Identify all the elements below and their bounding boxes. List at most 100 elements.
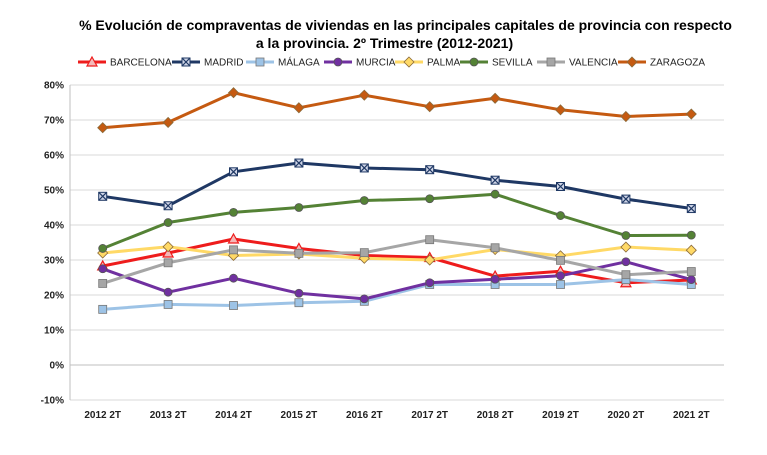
series-line-valencia xyxy=(102,238,692,285)
data-point-barcelona xyxy=(162,246,175,258)
data-point-mlaga xyxy=(229,301,238,310)
data-point-valencia xyxy=(98,279,108,288)
series-line-sevilla xyxy=(102,192,692,250)
data-point-zaragoza xyxy=(554,104,567,116)
legend-label-barcelona: BARCELONA xyxy=(110,58,172,69)
data-point-madrid xyxy=(686,204,696,214)
y-axis: -10% 0% 10% 20% 30% 40% 50% 60% 70% 80% xyxy=(41,81,724,407)
series-valencia xyxy=(98,235,696,288)
data-point-zaragoza xyxy=(162,116,174,129)
data-point-sevilla xyxy=(98,244,108,253)
data-point-murcia xyxy=(425,278,435,288)
legend-label-sevilla: SEVILLA xyxy=(492,58,533,69)
data-point-valencia xyxy=(425,235,435,245)
legend-marker-barcelona xyxy=(85,55,99,67)
y-tick-label: 10% xyxy=(44,326,64,337)
data-point-mlaga xyxy=(163,300,173,309)
legend-marker-palma xyxy=(403,56,415,68)
chart-title-line-2: a la provincia. 2º Trimestre (2012-2021) xyxy=(255,35,514,51)
data-point-murcia xyxy=(229,273,238,283)
x-tick-label: 2018 2T xyxy=(477,410,514,421)
data-point-murcia xyxy=(98,264,108,274)
data-point-murcia xyxy=(621,257,631,267)
legend-label-valencia: VALENCIA xyxy=(569,58,618,69)
data-point-madrid xyxy=(163,201,173,211)
data-point-sevilla xyxy=(229,207,238,217)
x-tick-label: 2016 2T xyxy=(346,410,383,421)
y-tick-label: 30% xyxy=(44,256,64,267)
data-point-sevilla xyxy=(425,194,435,204)
legend-marker-sevilla xyxy=(469,57,479,67)
legend-item-zaragoza: ZARAGOZA xyxy=(618,56,705,69)
series-zaragoza xyxy=(97,87,697,134)
y-tick-label: 60% xyxy=(44,151,64,162)
data-point-palma xyxy=(162,241,174,253)
data-point-zaragoza xyxy=(97,122,109,134)
data-point-mlaga xyxy=(98,304,108,314)
data-point-madrid xyxy=(621,194,631,204)
series-line-palma xyxy=(102,245,692,262)
data-point-sevilla xyxy=(490,189,500,199)
data-point-murcia xyxy=(490,274,500,284)
data-point-valencia xyxy=(621,270,631,280)
data-point-zaragoza xyxy=(293,102,305,114)
legend-label-palma: PALMA xyxy=(427,58,460,69)
y-tick-label: 20% xyxy=(44,291,64,302)
data-point-madrid xyxy=(98,191,108,201)
data-point-mlaga xyxy=(294,298,304,308)
y-tick-label: 80% xyxy=(44,81,64,92)
y-tick-label: 50% xyxy=(44,186,64,197)
data-point-zaragoza xyxy=(489,92,501,104)
data-point-valencia xyxy=(556,255,565,265)
series-line-zaragoza xyxy=(102,91,692,130)
y-tick-label: 0% xyxy=(50,361,65,372)
y-tick-label: -10% xyxy=(41,396,64,407)
data-point-palma xyxy=(620,241,632,253)
legend-marker-mlaga xyxy=(255,57,265,67)
legend-marker-madrid xyxy=(181,57,191,67)
data-point-zaragoza xyxy=(227,87,240,99)
data-point-sevilla xyxy=(686,230,696,240)
legend-item-barcelona: BARCELONA xyxy=(78,55,172,69)
legend-item-valencia: VALENCIA xyxy=(537,58,618,69)
data-point-madrid xyxy=(359,163,369,173)
legend-marker-murcia xyxy=(333,57,343,67)
legend-label-mlaga: MÁLAGA xyxy=(278,56,320,69)
x-axis: 2012 2T 2013 2T 2014 2T 2015 2T 2016 2T 2017 … xyxy=(84,410,709,421)
x-tick-label: 2017 2T xyxy=(411,410,448,421)
data-point-mlaga xyxy=(556,280,565,289)
data-point-valencia xyxy=(686,267,696,276)
data-point-madrid xyxy=(425,165,435,175)
series-mlaga xyxy=(98,275,696,314)
data-point-murcia xyxy=(359,294,369,304)
chart-series xyxy=(96,87,698,314)
x-tick-label: 2013 2T xyxy=(150,410,187,421)
x-tick-label: 2012 2T xyxy=(84,410,121,421)
data-point-madrid xyxy=(490,175,500,185)
data-point-murcia xyxy=(163,287,173,297)
series-line-madrid xyxy=(102,161,692,210)
x-tick-label: 2021 2T xyxy=(673,410,710,421)
data-point-valencia xyxy=(359,248,369,258)
x-tick-label: 2014 2T xyxy=(215,410,252,421)
data-point-sevilla xyxy=(359,196,369,205)
x-tick-label: 2020 2T xyxy=(608,410,645,421)
y-tick-label: 70% xyxy=(44,116,64,127)
data-point-valencia xyxy=(163,258,173,268)
y-tick-label: 40% xyxy=(44,221,64,232)
data-point-murcia xyxy=(556,271,565,281)
legend-item-palma: PALMA xyxy=(395,56,460,69)
data-point-palma xyxy=(424,254,436,266)
data-point-zaragoza xyxy=(358,89,370,101)
data-point-valencia xyxy=(294,248,304,258)
data-point-barcelona xyxy=(227,232,240,244)
legend-item-sevilla: SEVILLA xyxy=(460,58,533,69)
legend-label-madrid: MADRID xyxy=(204,58,243,69)
data-point-sevilla xyxy=(294,203,304,212)
series-sevilla xyxy=(98,189,696,253)
data-point-madrid xyxy=(229,167,238,177)
chart-title: % Evolución de compraventas de viviendas… xyxy=(0,16,767,52)
legend-label-zaragoza: ZARAGOZA xyxy=(650,58,705,69)
data-point-zaragoza xyxy=(424,101,436,113)
